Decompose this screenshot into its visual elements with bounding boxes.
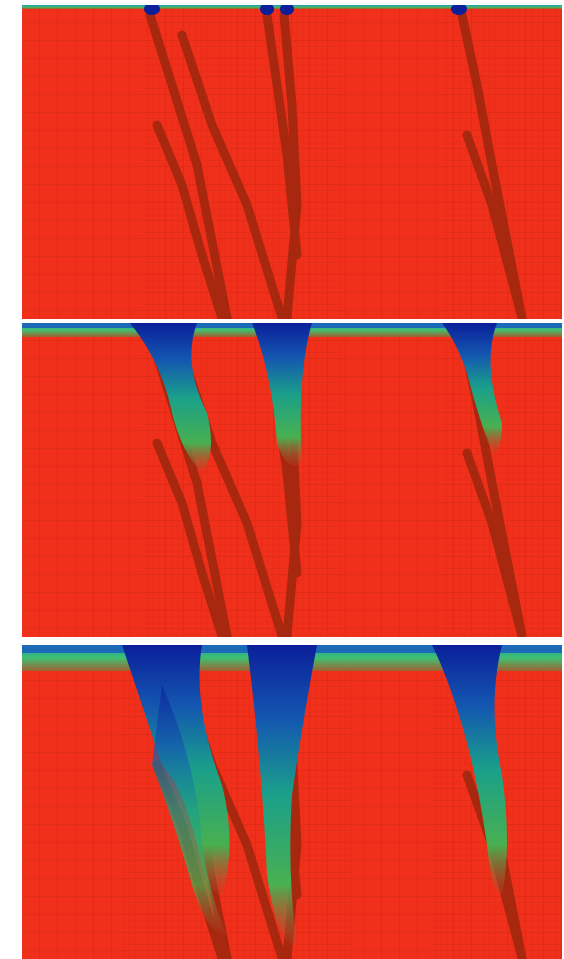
panel-3 (22, 645, 562, 959)
simulation-figure (0, 0, 564, 959)
panel-1 (22, 3, 562, 319)
panel-2 (22, 323, 562, 637)
page (0, 0, 564, 959)
